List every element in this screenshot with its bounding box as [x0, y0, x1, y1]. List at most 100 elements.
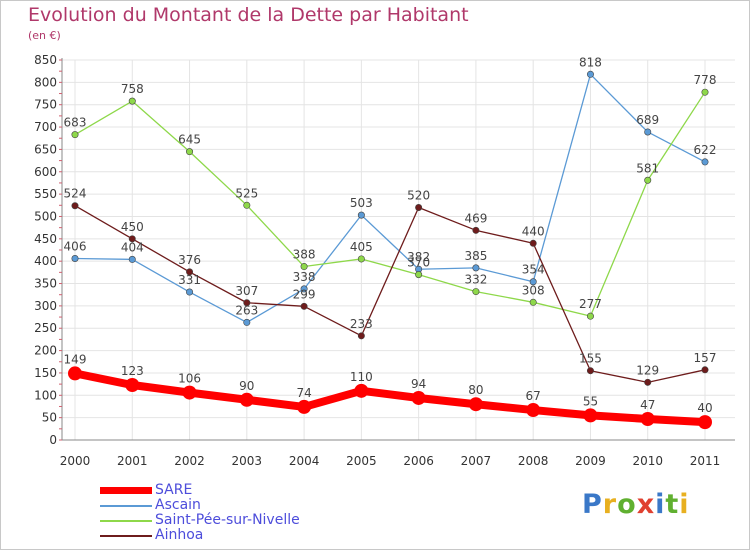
data-label: 404 — [121, 240, 144, 254]
data-point — [186, 268, 194, 276]
data-point — [354, 383, 369, 398]
legend-label-ainhoa: Ainhoa — [155, 527, 204, 543]
data-point — [411, 390, 426, 405]
data-label: 406 — [64, 239, 87, 253]
data-point — [71, 131, 79, 139]
data-point — [243, 299, 251, 307]
data-label: 520 — [407, 189, 430, 203]
data-point — [128, 235, 136, 243]
data-label: 331 — [178, 273, 201, 287]
data-point — [468, 397, 483, 412]
y-tick-label: 300 — [34, 299, 57, 313]
data-point — [586, 70, 594, 78]
y-tick-label: 850 — [34, 53, 57, 67]
data-point — [357, 332, 365, 340]
series-line-ainhoa — [74, 205, 706, 383]
data-point — [182, 385, 197, 400]
y-tick-label: 100 — [34, 388, 57, 402]
data-point — [243, 201, 251, 209]
x-tick-label: 2010 — [632, 454, 663, 468]
data-label: 758 — [121, 82, 144, 96]
logo-letter: o — [617, 489, 637, 520]
data-label: 55 — [583, 394, 598, 408]
x-tick-label: 2009 — [575, 454, 606, 468]
data-label: 525 — [235, 186, 258, 200]
data-label: 233 — [350, 317, 373, 331]
data-label: 338 — [293, 270, 316, 284]
data-point — [128, 255, 136, 263]
legend-item-ascain: Ascain — [100, 498, 360, 513]
data-label: 74 — [296, 386, 311, 400]
data-point — [300, 263, 308, 271]
data-point — [472, 288, 480, 296]
data-label: 157 — [694, 351, 717, 365]
x-tick-label: 2000 — [60, 454, 91, 468]
data-label: 110 — [350, 370, 373, 384]
series-line-saint-p-e-sur-nivelle — [74, 91, 706, 317]
legend-label-ascain: Ascain — [155, 497, 201, 513]
data-label: 90 — [239, 379, 254, 393]
y-tick-label: 0 — [49, 433, 57, 447]
data-point — [529, 239, 537, 247]
data-point — [186, 148, 194, 156]
chart-unit: (en €) — [28, 29, 61, 42]
data-label: 263 — [235, 303, 258, 317]
data-label: 277 — [579, 297, 602, 311]
data-label: 40 — [697, 401, 712, 415]
data-label: 778 — [694, 73, 717, 87]
data-label: 354 — [522, 263, 545, 277]
chart-title: Evolution du Montant de la Dette par Hab… — [28, 4, 469, 26]
data-point — [583, 408, 598, 423]
data-point — [415, 204, 423, 212]
data-label: 67 — [526, 389, 541, 403]
data-point — [586, 367, 594, 375]
chart-legend: SARE Ascain Saint-Pée-sur-Nivelle Ainhoa — [100, 483, 360, 543]
data-label: 524 — [64, 187, 87, 201]
data-point — [297, 399, 312, 414]
data-label: 94 — [411, 377, 426, 391]
x-tick-label: 2008 — [518, 454, 549, 468]
proxiti-logo: Proxiti — [582, 489, 690, 520]
data-point — [239, 392, 254, 407]
data-label: 129 — [636, 363, 659, 377]
data-label: 149 — [64, 352, 87, 366]
data-point — [529, 278, 537, 286]
y-tick-label: 400 — [34, 254, 57, 268]
y-tick-label: 350 — [34, 277, 57, 291]
data-point — [698, 415, 712, 430]
legend-swatch-sare — [100, 487, 152, 494]
y-tick-label: 250 — [34, 321, 57, 335]
data-point — [472, 226, 480, 234]
data-label: 299 — [293, 287, 316, 301]
data-point — [243, 318, 251, 326]
y-tick-label: 550 — [34, 187, 57, 201]
data-label: 405 — [350, 240, 373, 254]
data-label: 123 — [121, 364, 144, 378]
y-tick-label: 200 — [34, 344, 57, 358]
data-point — [640, 411, 655, 426]
logo-letter: P — [582, 489, 603, 520]
data-label: 106 — [178, 372, 201, 386]
legend-swatch-ascain — [100, 505, 152, 507]
data-point — [68, 366, 82, 381]
logo-letter: r — [602, 489, 618, 520]
y-tick-label: 450 — [34, 232, 57, 246]
data-label: 308 — [522, 283, 545, 297]
logo-letter: i — [655, 489, 666, 520]
data-label: 581 — [636, 161, 659, 175]
data-point — [128, 97, 136, 105]
data-label: 622 — [694, 143, 717, 157]
legend-item-saint-pee: Saint-Pée-sur-Nivelle — [100, 513, 360, 528]
x-tick-label: 2005 — [346, 454, 377, 468]
y-tick-label: 750 — [34, 98, 57, 112]
data-label: 818 — [579, 55, 602, 69]
x-tick-label: 2006 — [403, 454, 434, 468]
legend-label-sare: SARE — [155, 482, 193, 498]
y-tick-label: 500 — [34, 209, 57, 223]
x-tick-label: 2003 — [232, 454, 263, 468]
data-point — [125, 378, 140, 393]
data-label: 332 — [464, 273, 487, 287]
data-label: 47 — [640, 398, 655, 412]
